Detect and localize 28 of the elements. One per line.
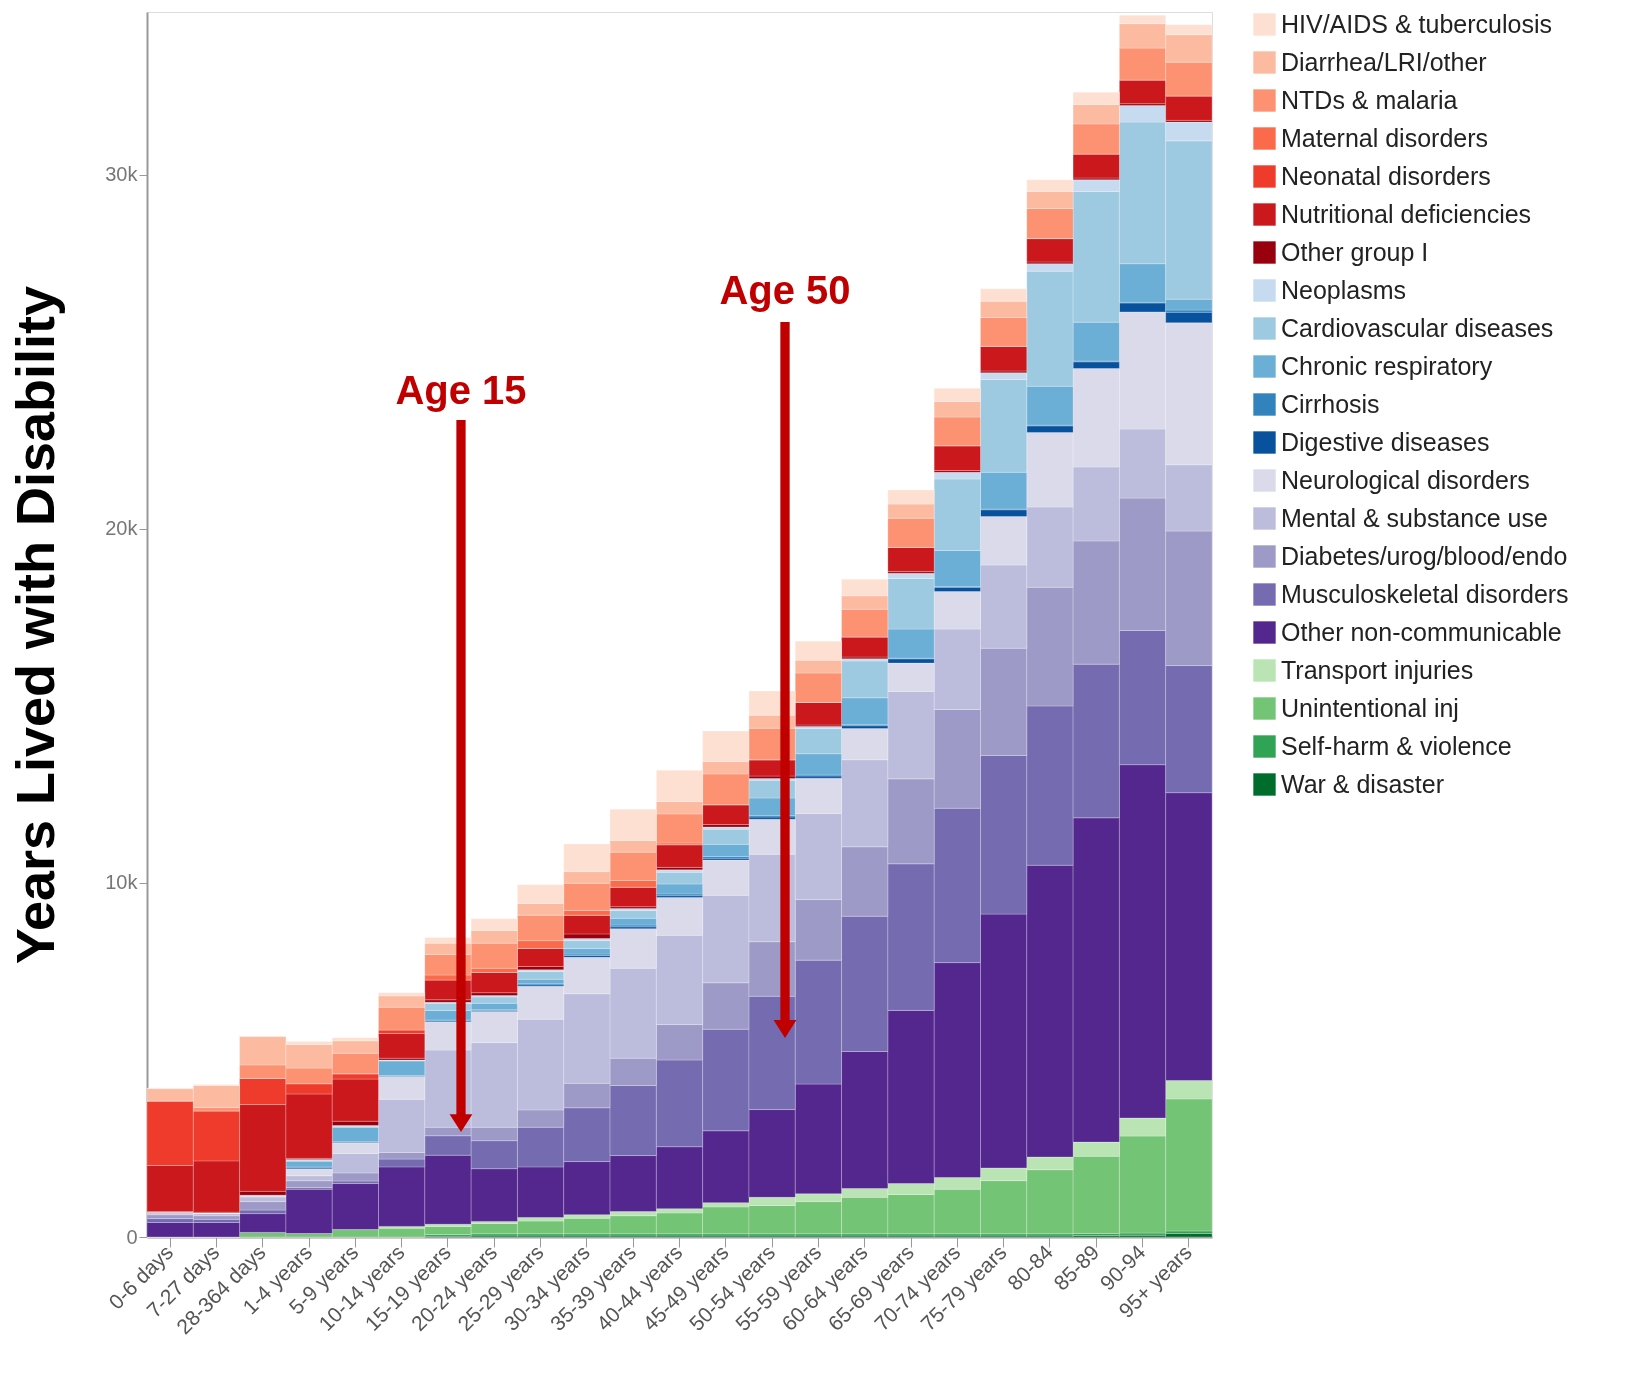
annotation: Age 15 <box>395 368 527 412</box>
legend-label: War & disaster <box>1281 769 1445 798</box>
legend-label: Digestive diseases <box>1281 427 1490 456</box>
legend-label: Diarrhea/LRI/other <box>1281 47 1487 76</box>
legend-label: Other non-communicable <box>1281 617 1562 646</box>
annotation: Age 50 <box>719 268 851 312</box>
legend-label: Cardiovascular diseases <box>1281 313 1554 342</box>
y-tick-label: 10k <box>105 871 139 894</box>
legend-label: Transport injuries <box>1281 655 1474 684</box>
legend-label: Neonatal disorders <box>1281 161 1491 190</box>
legend-label: Self-harm & violence <box>1281 731 1512 760</box>
legend-label: Other group I <box>1281 237 1429 266</box>
legend-label: Neurological disorders <box>1281 465 1530 494</box>
y-tick-label: 30k <box>105 163 139 186</box>
legend-label: Diabetes/urog/blood/endo <box>1281 541 1568 570</box>
legend-label: HIV/AIDS & tuberculosis <box>1281 9 1552 38</box>
legend-label: Mental & substance use <box>1281 503 1548 532</box>
y-tick-label: 0 <box>126 1225 138 1248</box>
y-axis-title: Years Lived with Disability <box>5 285 66 965</box>
legend-label: NTDs & malaria <box>1281 85 1458 114</box>
legend-label: Neoplasms <box>1281 275 1407 304</box>
y-tick-label: 20k <box>105 517 139 540</box>
legend-label: Cirrhosis <box>1281 389 1380 418</box>
legend-label: Musculoskeletal disorders <box>1281 579 1569 608</box>
legend-label: Chronic respiratory <box>1281 351 1493 380</box>
legend-label: Unintentional inj <box>1281 693 1459 722</box>
legend-label: Nutritional deficiencies <box>1281 199 1532 228</box>
legend-label: Maternal disorders <box>1281 123 1489 152</box>
